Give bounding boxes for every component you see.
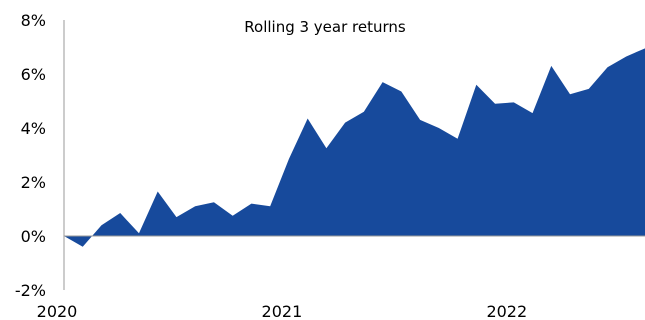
y-tick-label: 2% [21,173,46,192]
x-tick-label: 2020 [37,302,78,320]
y-tick-label: -2% [15,281,46,300]
y-tick-label: 4% [21,119,46,138]
y-tick-label: 8% [21,11,46,30]
area-layer [64,48,645,247]
chart-title: Rolling 3 year returns [244,18,406,36]
y-tick-label: 6% [21,65,46,84]
x-tick-label: 2022 [486,302,527,320]
y-tick-label: 0% [21,227,46,246]
x-tick-labels: 2020 2021 2022 [37,302,528,320]
series-area [64,48,645,247]
y-tick-labels: -2% 0% 2% 4% 6% 8% [15,11,46,300]
x-tick-label: 2021 [262,302,303,320]
